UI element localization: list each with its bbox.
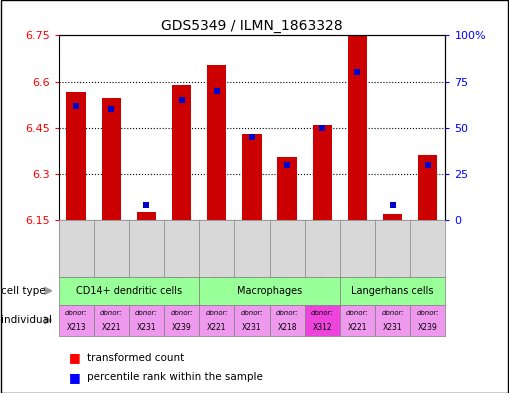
- Text: X231: X231: [383, 323, 403, 332]
- Text: GSM1471634: GSM1471634: [212, 222, 221, 278]
- Text: transformed count: transformed count: [87, 353, 184, 363]
- Text: donor:: donor:: [241, 310, 263, 316]
- Text: X231: X231: [136, 323, 156, 332]
- Text: cell type: cell type: [1, 286, 45, 296]
- Text: GSM1471637: GSM1471637: [353, 222, 362, 278]
- Bar: [59, 277, 199, 305]
- Text: GSM1471636: GSM1471636: [318, 222, 327, 278]
- Text: donor:: donor:: [381, 310, 404, 316]
- Bar: [94, 305, 129, 336]
- Bar: [270, 305, 305, 336]
- Text: GSM1471635: GSM1471635: [247, 222, 257, 278]
- Text: GSM1471632: GSM1471632: [177, 222, 186, 278]
- Text: donor:: donor:: [206, 310, 228, 316]
- Text: ■: ■: [69, 371, 80, 384]
- Text: GSM1471639: GSM1471639: [423, 222, 432, 278]
- Bar: [102, 99, 121, 220]
- Text: donor:: donor:: [170, 310, 193, 316]
- Text: individual: individual: [1, 315, 51, 325]
- Bar: [410, 305, 445, 336]
- Text: X218: X218: [277, 323, 297, 332]
- Text: CD14+ dendritic cells: CD14+ dendritic cells: [76, 286, 182, 296]
- Bar: [348, 35, 367, 220]
- Text: ■: ■: [69, 351, 80, 364]
- Text: GSM1471631: GSM1471631: [142, 222, 151, 278]
- Text: donor:: donor:: [311, 310, 334, 316]
- Text: donor:: donor:: [276, 310, 298, 316]
- Text: donor:: donor:: [135, 310, 158, 316]
- Text: X239: X239: [418, 323, 438, 332]
- Text: donor:: donor:: [100, 310, 123, 316]
- Bar: [59, 305, 94, 336]
- Bar: [383, 214, 402, 220]
- Text: GSM1471629: GSM1471629: [72, 222, 80, 278]
- Text: GSM1471630: GSM1471630: [107, 222, 116, 278]
- Bar: [313, 125, 332, 220]
- Bar: [277, 157, 297, 220]
- Text: X231: X231: [242, 323, 262, 332]
- Text: Langerhans cells: Langerhans cells: [351, 286, 434, 296]
- Bar: [172, 84, 191, 220]
- Bar: [137, 212, 156, 220]
- Bar: [67, 92, 86, 220]
- Text: X221: X221: [348, 323, 367, 332]
- Bar: [418, 155, 437, 220]
- Bar: [129, 305, 164, 336]
- Bar: [199, 277, 340, 305]
- Text: donor:: donor:: [346, 310, 369, 316]
- Text: GSM1471633: GSM1471633: [282, 222, 292, 278]
- Bar: [242, 134, 262, 220]
- Bar: [340, 305, 375, 336]
- Bar: [340, 277, 445, 305]
- Bar: [234, 305, 270, 336]
- Title: GDS5349 / ILMN_1863328: GDS5349 / ILMN_1863328: [161, 19, 343, 33]
- Text: X221: X221: [207, 323, 227, 332]
- Bar: [164, 305, 199, 336]
- Text: donor:: donor:: [416, 310, 439, 316]
- Bar: [375, 305, 410, 336]
- Bar: [207, 64, 227, 220]
- Bar: [199, 305, 234, 336]
- Text: X221: X221: [101, 323, 121, 332]
- Bar: [305, 305, 340, 336]
- Text: Macrophages: Macrophages: [237, 286, 302, 296]
- Text: percentile rank within the sample: percentile rank within the sample: [87, 372, 263, 382]
- Text: X213: X213: [66, 323, 86, 332]
- Text: X312: X312: [313, 323, 332, 332]
- Text: X239: X239: [172, 323, 191, 332]
- Text: GSM1471638: GSM1471638: [388, 222, 397, 278]
- Text: donor:: donor:: [65, 310, 88, 316]
